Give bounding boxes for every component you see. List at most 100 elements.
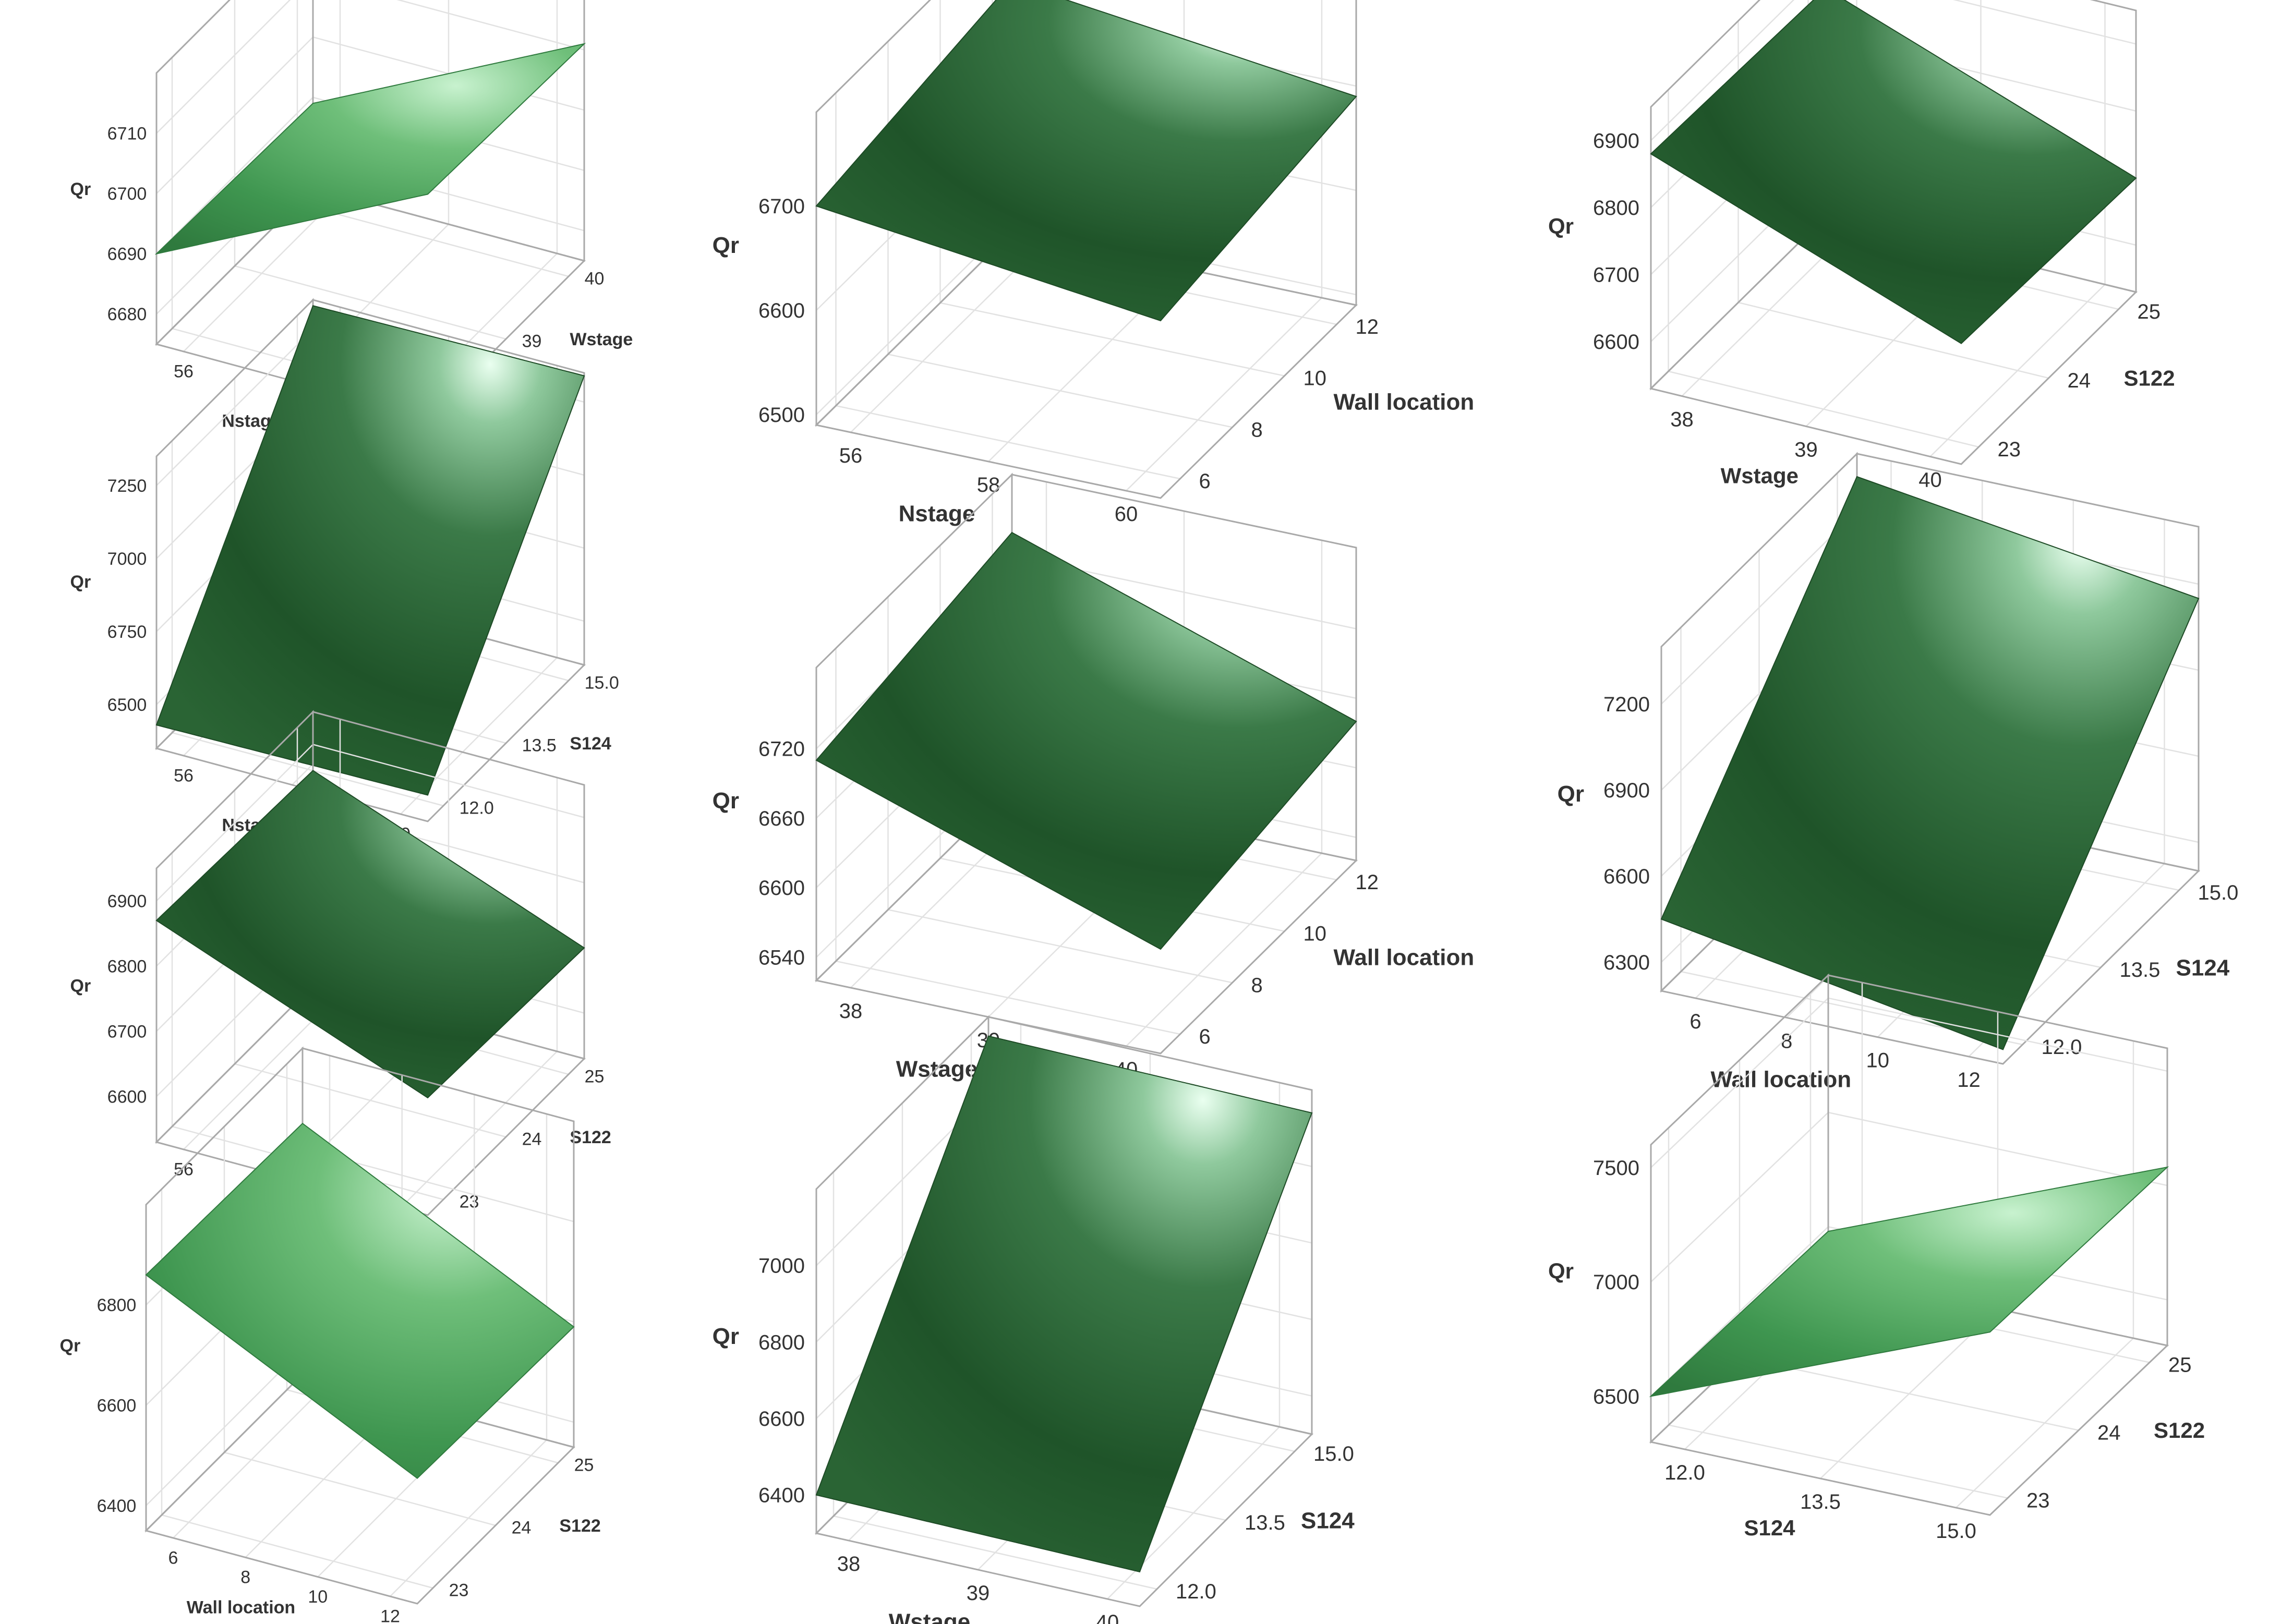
z-axis-label: Qr (1548, 1259, 1574, 1283)
y-tick-label: 25 (2138, 300, 2161, 323)
surface-panel-8: 6 8 10 12 23 24 25 6400 6600 6800 Wall location S12… (60, 1046, 601, 1624)
x-tick-label: 38 (837, 1553, 861, 1575)
z-tick-label: 6600 (97, 1396, 137, 1416)
z-tick-label: 6540 (758, 947, 805, 969)
response-surface (815, 0, 1357, 322)
y-axis-label: S122 (570, 1128, 611, 1147)
x-tick-label: 12 (1957, 1069, 1981, 1092)
y-tick-label: 24 (522, 1129, 542, 1149)
z-axis-label: Qr (1548, 214, 1574, 238)
z-tick-label: 7500 (1593, 1157, 1639, 1180)
y-tick-label: 15.0 (585, 673, 619, 693)
x-tick-label: 13.5 (1800, 1490, 1841, 1513)
x-tick-label: 56 (174, 766, 194, 785)
y-tick-label: 24 (2097, 1422, 2121, 1445)
z-tick-label: 6400 (758, 1484, 805, 1507)
z-tick-label: 6500 (107, 695, 147, 715)
x-tick-label: 10 (1866, 1049, 1890, 1072)
x-tick-label: 38 (1670, 408, 1694, 431)
axis-box-wall (815, 0, 1013, 427)
y-tick-label: 23 (2026, 1489, 2050, 1512)
z-tick-label: 6660 (758, 807, 805, 830)
z-tick-label: 6600 (758, 877, 805, 900)
x-tick-label: 8 (240, 1568, 250, 1587)
x-tick-label: 40 (1918, 469, 1942, 492)
z-tick-label: 6680 (107, 305, 147, 324)
surface-panel-3: 38 39 40 23 24 25 6600 6700 6800 6900 Wstage S122 Qr (1548, 0, 2175, 492)
x-tick-label: 39 (967, 1582, 990, 1605)
response-surface (155, 305, 585, 796)
z-tick-label: 6900 (1603, 779, 1650, 802)
y-tick-label: 25 (585, 1066, 605, 1086)
z-tick-label: 6720 (758, 738, 805, 761)
y-tick-label: 8 (1251, 974, 1263, 997)
y-axis-label: S122 (2124, 366, 2175, 391)
y-axis-label: S124 (570, 734, 611, 754)
y-tick-label: 12.0 (460, 798, 494, 818)
y-tick-label: 13.5 (2120, 959, 2161, 981)
z-tick-label: 6700 (758, 195, 805, 218)
x-tick-label: 56 (839, 444, 863, 467)
x-tick-label: 56 (174, 1159, 194, 1179)
y-tick-label: 10 (1304, 923, 1327, 946)
y-axis-label: S122 (559, 1516, 600, 1536)
z-tick-label: 6600 (1593, 331, 1639, 354)
z-axis-label: Qr (1558, 781, 1584, 807)
y-tick-label: 25 (2168, 1354, 2192, 1377)
surface-panel-4: 56586012.013.515.06500675070007250Nstage… (70, 298, 619, 844)
x-axis-label: Wall location (187, 1597, 295, 1617)
y-axis-label: Wstage (570, 330, 633, 349)
z-tick-label: 6690 (107, 245, 147, 264)
y-tick-label: 8 (1251, 418, 1263, 441)
z-axis-label: Qr (713, 1324, 739, 1349)
x-tick-label: 58 (977, 474, 1000, 496)
y-axis-label: Wall location (1334, 944, 1475, 970)
x-tick-label: 15.0 (1936, 1520, 1976, 1543)
y-tick-label: 13.5 (1245, 1511, 1285, 1534)
x-tick-label: 6 (1689, 1010, 1701, 1033)
z-tick-label: 6700 (107, 184, 147, 204)
z-tick-label: 6710 (107, 124, 147, 144)
y-tick-label: 39 (522, 331, 542, 351)
response-surface (154, 43, 586, 255)
y-tick-label: 25 (574, 1455, 594, 1475)
z-tick-label: 6700 (107, 1022, 147, 1041)
z-tick-label: 6700 (1593, 263, 1639, 286)
z-axis-label: Qr (713, 788, 739, 814)
z-tick-label: 6600 (1603, 865, 1650, 888)
x-tick-label: 12 (380, 1606, 400, 1624)
y-tick-label: 23 (1998, 438, 2021, 461)
z-tick-label: 7200 (1603, 693, 1650, 716)
y-tick-label: 15.0 (1313, 1443, 1354, 1465)
y-tick-label: 12 (1356, 316, 1379, 338)
z-tick-label: 6800 (97, 1295, 137, 1315)
z-tick-label: 6800 (758, 1331, 805, 1354)
y-tick-label: 12 (1356, 871, 1379, 894)
axis-box-wall (145, 1046, 304, 1533)
y-tick-label: 12.0 (1176, 1580, 1216, 1603)
z-tick-label: 6900 (107, 891, 147, 911)
z-tick-label: 6800 (107, 956, 147, 976)
z-tick-label: 6400 (97, 1496, 137, 1516)
axis-box-wall (1650, 0, 1827, 391)
response-surface (815, 531, 1357, 950)
response-surface (1649, 1166, 2169, 1397)
response-surface (155, 770, 585, 1099)
y-tick-label: 40 (585, 269, 605, 288)
z-axis-label: Qr (60, 1336, 81, 1355)
y-tick-label: 15.0 (2198, 881, 2239, 904)
y-tick-label: 10 (1304, 367, 1327, 390)
z-tick-label: 7000 (1593, 1271, 1639, 1294)
z-tick-label: 6300 (1603, 951, 1650, 974)
surface-panel-10: 12.0 13.5 15.0 23 24 25 6500 7000 7500 S124 S122 Qr (1548, 973, 2205, 1543)
axis-box-wall (815, 472, 1013, 983)
y-axis-label: S124 (2176, 955, 2230, 980)
z-tick-label: 6600 (107, 1087, 147, 1107)
x-axis-label: Wstage (889, 1609, 970, 1624)
surface-panel-2: 56 58 60 6 8 10 12 6500 6600 6700 Nstage Wall locat… (713, 0, 1474, 526)
x-tick-label: 10 (308, 1587, 328, 1607)
y-tick-label: 13.5 (522, 735, 557, 755)
x-axis-label: S124 (1744, 1516, 1795, 1540)
